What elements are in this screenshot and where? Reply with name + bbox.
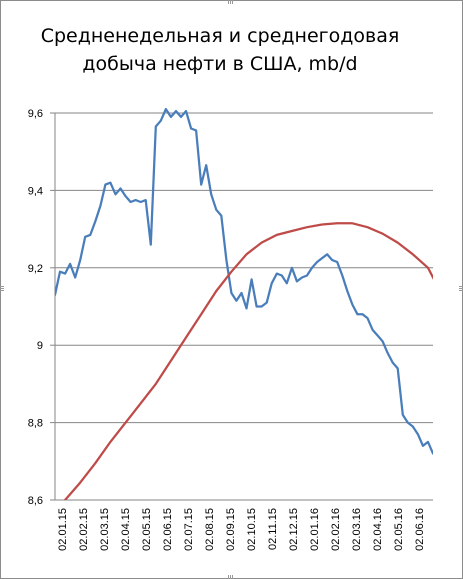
x-tick-label: 02.01.16	[309, 508, 321, 551]
x-tick-label: 02.10.15	[246, 508, 258, 551]
y-tick-label: 9	[37, 340, 43, 352]
resize-handle-top[interactable]	[228, 0, 234, 4]
y-tick-label: 8,6	[28, 495, 43, 507]
chart-title-line-1: Средненедельная и среднегодовая	[40, 25, 400, 47]
x-tick-label: 02.04.16	[372, 508, 384, 551]
x-tick-label: 02.08.15	[204, 508, 216, 551]
series-line-2	[63, 222, 433, 500]
x-tick-label: 02.06.15	[162, 508, 174, 551]
y-tick-label: 9,4	[28, 185, 43, 197]
x-tick-label: 02.05.16	[393, 508, 405, 551]
x-tick-label: 02.11.15	[267, 508, 279, 550]
x-tick-label: 02.09.15	[225, 508, 237, 551]
x-tick-label: 02.05.15	[141, 508, 153, 551]
x-tick-label: 02.02.15	[78, 508, 90, 551]
x-tick-label: 02.07.15	[183, 508, 195, 551]
resize-handle-left[interactable]	[0, 286, 4, 292]
y-tick-label: 8,8	[28, 418, 43, 430]
x-tick-label: 02.03.16	[351, 508, 363, 551]
x-tick-label: 02.06.16	[414, 508, 426, 551]
x-tick-label: 02.04.15	[120, 508, 132, 551]
chart-title: Средненедельная и среднегодовая добыча н…	[20, 22, 420, 78]
resize-handle-bottom[interactable]	[228, 575, 234, 579]
series-line-1	[55, 107, 433, 455]
chart-title-line-2: добыча нефти в США, mb/d	[82, 53, 358, 75]
y-tick-label: 9,2	[28, 263, 43, 275]
x-tick-label: 02.12.15	[288, 508, 300, 551]
y-tick-label: 9,6	[28, 108, 43, 120]
x-tick-label: 02.01.15	[57, 508, 69, 551]
resize-handle-right[interactable]	[459, 286, 463, 292]
x-tick-label: 02.02.16	[330, 508, 342, 551]
x-tick-label: 02.03.15	[99, 508, 111, 551]
